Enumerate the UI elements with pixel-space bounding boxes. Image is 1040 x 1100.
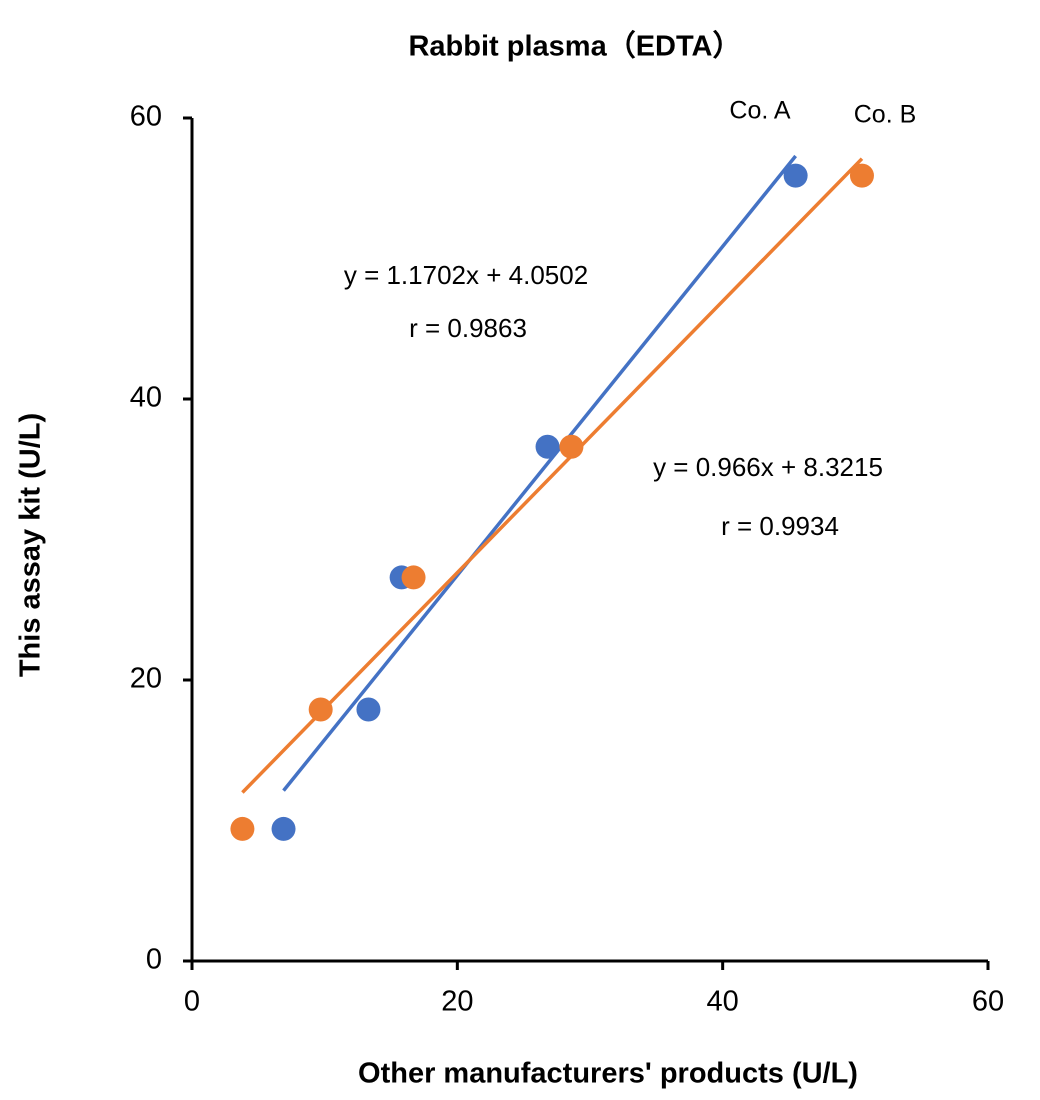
y-axis-title: This assay kit (U/L): [15, 413, 47, 677]
y-tick-label: 60: [130, 101, 162, 133]
series-label: Co. A: [729, 97, 790, 125]
chart-title: Rabbit plasma（EDTA）: [408, 30, 741, 63]
data-point: [401, 565, 426, 590]
y-tick-label: 40: [130, 382, 162, 414]
x-tick-label: 60: [972, 986, 1004, 1018]
trendline: [241, 157, 864, 794]
x-axis-title: Other manufacturers' products (U/L): [358, 1058, 858, 1090]
trendline-equation: y = 1.1702x + 4.0502: [344, 260, 588, 290]
y-tick-label: 0: [146, 944, 162, 976]
x-tick-label: 20: [441, 986, 473, 1018]
data-point: [271, 816, 296, 841]
data-point: [230, 816, 255, 841]
x-tick-label: 40: [707, 986, 739, 1018]
y-tick-label: 20: [130, 663, 162, 695]
trendline: [282, 154, 797, 792]
data-point: [356, 697, 381, 722]
data-point: [535, 434, 560, 459]
trendline-r: r = 0.9863: [409, 313, 527, 343]
series-label: Co. B: [854, 101, 917, 129]
data-point: [308, 697, 333, 722]
trendline-equation: y = 0.966x + 8.3215: [653, 452, 883, 482]
data-point: [849, 163, 874, 188]
data-point: [559, 434, 584, 459]
x-tick-label: 0: [184, 986, 200, 1018]
data-point: [783, 163, 808, 188]
trendline-r: r = 0.9934: [721, 511, 839, 541]
